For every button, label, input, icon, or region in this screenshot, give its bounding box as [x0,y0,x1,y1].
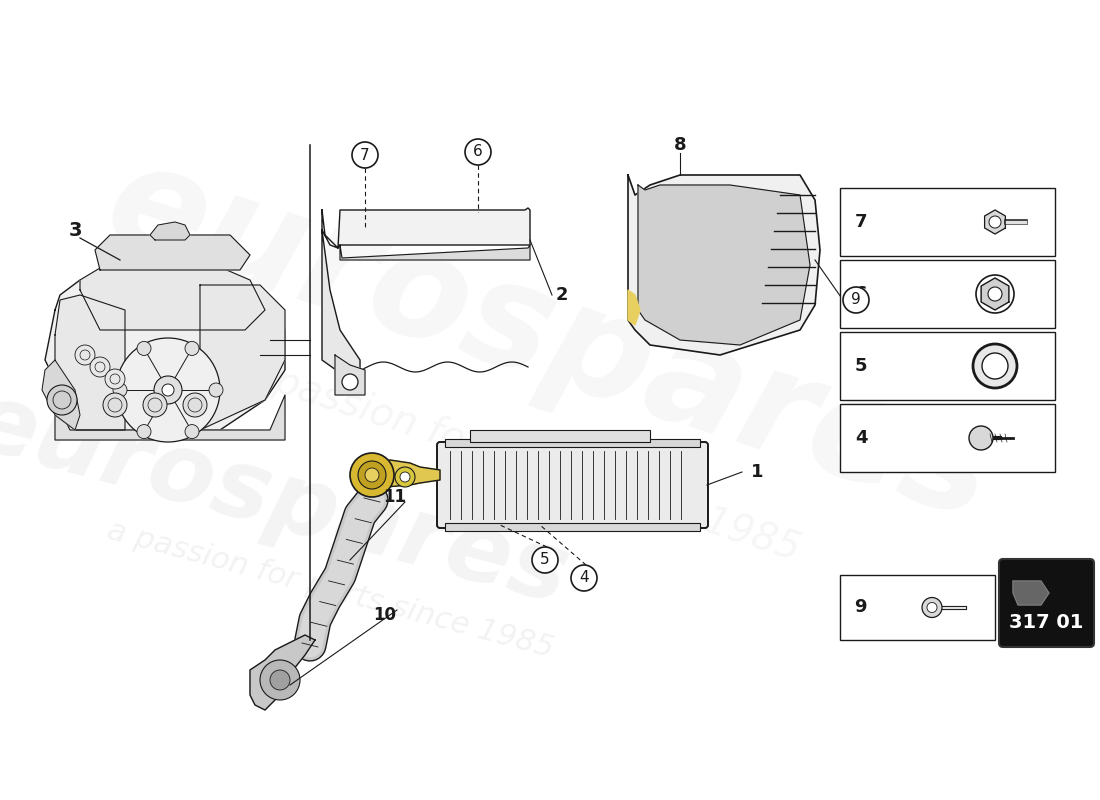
Text: 3: 3 [68,221,81,239]
Text: 10: 10 [374,606,396,624]
Circle shape [138,342,151,355]
Text: a passion for parts since 1985: a passion for parts since 1985 [103,516,557,664]
Circle shape [365,468,380,482]
Text: 7: 7 [360,147,370,162]
Text: 1: 1 [750,463,763,481]
Polygon shape [336,355,365,395]
Circle shape [927,602,937,613]
Circle shape [270,670,290,690]
Polygon shape [628,175,820,355]
Circle shape [982,353,1008,379]
Text: 5: 5 [540,553,550,567]
Circle shape [162,384,174,396]
Polygon shape [981,278,1009,310]
Circle shape [532,547,558,573]
Circle shape [75,345,95,365]
Polygon shape [984,210,1005,234]
Text: 2: 2 [556,286,569,304]
Polygon shape [340,245,530,260]
Polygon shape [55,395,285,440]
Circle shape [400,472,410,482]
Text: 6: 6 [473,145,483,159]
Circle shape [395,467,415,487]
Circle shape [90,357,110,377]
Polygon shape [150,222,190,240]
Polygon shape [250,635,315,710]
Bar [840,260,1055,328]
Text: eurospares: eurospares [0,375,579,625]
Circle shape [183,393,207,417]
Circle shape [138,425,151,438]
Polygon shape [638,185,810,345]
Circle shape [465,139,491,165]
Polygon shape [95,235,250,270]
Polygon shape [55,295,125,430]
Circle shape [103,393,127,417]
Circle shape [974,344,1018,388]
Circle shape [260,660,300,700]
Text: 4: 4 [855,429,868,447]
Bar [470,430,650,442]
Circle shape [969,426,993,450]
Circle shape [571,565,597,591]
Text: 8: 8 [673,136,686,154]
Circle shape [350,453,394,497]
Bar [840,332,1055,400]
Bar [840,188,1055,256]
Circle shape [922,598,942,618]
Bar [446,439,700,447]
Polygon shape [80,265,265,330]
FancyBboxPatch shape [437,442,708,528]
Circle shape [843,287,869,313]
Polygon shape [200,285,285,430]
Text: 317 01: 317 01 [1010,614,1084,633]
Text: 11: 11 [384,488,407,506]
Polygon shape [322,230,360,385]
Circle shape [352,142,378,168]
Polygon shape [322,208,530,248]
Polygon shape [628,290,640,325]
Polygon shape [45,280,285,430]
FancyBboxPatch shape [999,559,1094,647]
Text: 5: 5 [855,357,868,375]
Text: 9: 9 [854,598,867,617]
Bar [840,404,1055,472]
Circle shape [209,383,223,397]
Circle shape [154,376,182,404]
Circle shape [342,374,358,390]
Text: a passion for parts since 1985: a passion for parts since 1985 [235,351,805,569]
Polygon shape [42,360,80,430]
Circle shape [185,342,199,355]
Polygon shape [1013,581,1049,605]
Text: 9: 9 [851,293,861,307]
Text: 4: 4 [580,570,588,586]
Circle shape [358,461,386,489]
Circle shape [988,287,1002,301]
Bar [446,523,700,531]
Text: 7: 7 [855,213,868,231]
Circle shape [47,385,77,415]
Circle shape [104,369,125,389]
Text: 6: 6 [855,285,868,303]
Polygon shape [365,460,440,487]
Circle shape [185,425,199,438]
Circle shape [113,383,127,397]
Circle shape [989,216,1001,228]
Circle shape [143,393,167,417]
Text: eurospares: eurospares [89,130,1011,550]
Bar [840,575,996,640]
Circle shape [116,338,220,442]
